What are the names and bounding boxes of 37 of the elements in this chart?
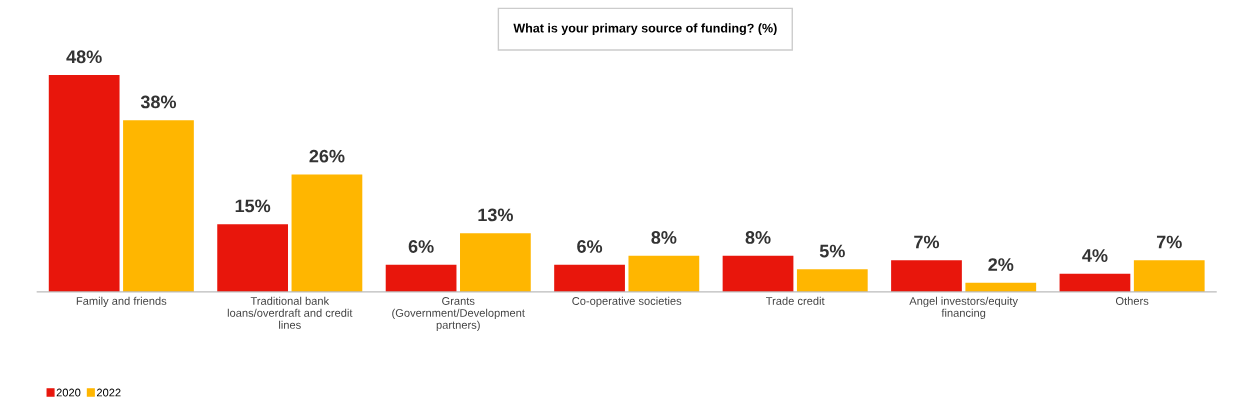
data-label: 6% bbox=[408, 240, 434, 253]
data-label: 6% bbox=[577, 240, 603, 253]
data-label: 8% bbox=[745, 231, 771, 244]
bar bbox=[460, 233, 531, 292]
bar bbox=[891, 260, 962, 292]
data-label: 5% bbox=[819, 244, 845, 258]
data-label: 4% bbox=[1082, 249, 1108, 262]
data-label: 8% bbox=[651, 231, 677, 244]
x-tick-label: Family and friends bbox=[76, 296, 167, 308]
chart-title: What is your primary source of funding? (%) bbox=[513, 23, 777, 36]
data-label: 7% bbox=[1156, 235, 1182, 249]
data-label: 13% bbox=[478, 208, 513, 222]
data-label: 2% bbox=[988, 258, 1014, 271]
data-label: 26% bbox=[309, 149, 345, 163]
data-label: 48% bbox=[66, 50, 102, 64]
bar bbox=[123, 120, 194, 292]
data-label: 38% bbox=[140, 95, 177, 109]
bar bbox=[385, 264, 457, 292]
bar bbox=[796, 269, 868, 292]
x-tick-label: Others bbox=[1115, 296, 1149, 305]
data-label: 7% bbox=[914, 235, 940, 249]
data-label: 15% bbox=[235, 199, 271, 213]
x-tick-label: Co-operative societies bbox=[572, 296, 682, 308]
bar bbox=[722, 255, 794, 292]
bar bbox=[554, 264, 625, 292]
bar bbox=[48, 75, 120, 292]
legend-label: 2020 bbox=[56, 388, 81, 397]
bar bbox=[291, 174, 363, 292]
bar bbox=[1059, 273, 1131, 292]
bar bbox=[217, 224, 289, 292]
legend-label: 2022 bbox=[96, 388, 121, 397]
x-tick-label: Traditional bank loans/overdraft and credit lines bbox=[227, 296, 353, 329]
x-tick-label: Grants (Government/Development partners) bbox=[392, 297, 525, 332]
x-tick-label: Trade credit bbox=[765, 296, 825, 305]
bar bbox=[628, 255, 700, 292]
bar bbox=[1133, 260, 1205, 292]
x-tick-label: Angel investors/equity financing bbox=[909, 296, 1018, 320]
